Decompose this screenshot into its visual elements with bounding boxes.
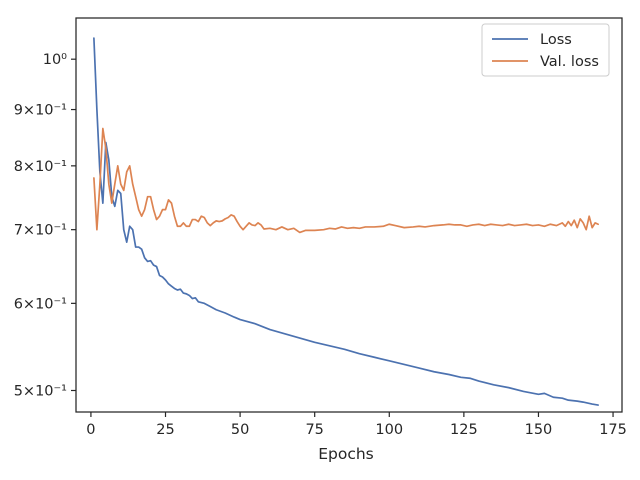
legend-label-loss: Loss bbox=[540, 32, 572, 48]
y-axis: 5×10⁻¹ 6×10⁻¹ 7×10⁻¹ 8×10⁻¹ 9×10⁻¹ 10⁰ bbox=[14, 52, 76, 399]
x-axis: 0 25 50 75 100 125 150 175 bbox=[86, 412, 627, 438]
y-tick-label: 10⁰ bbox=[43, 52, 67, 68]
series-line-loss bbox=[93, 37, 599, 406]
y-tick-label: 7×10⁻¹ bbox=[14, 223, 67, 239]
x-tick-label: 175 bbox=[599, 422, 627, 438]
legend: Loss Val. loss bbox=[481, 23, 610, 77]
x-tick-label: 100 bbox=[375, 422, 403, 438]
legend-label-val-loss: Val. loss bbox=[540, 54, 599, 70]
y-tick-label: 8×10⁻¹ bbox=[14, 159, 67, 175]
x-tick-label: 50 bbox=[231, 422, 249, 438]
x-tick-label: 0 bbox=[86, 422, 95, 438]
x-tick-label: 150 bbox=[525, 422, 553, 438]
legend-box bbox=[481, 23, 610, 77]
series-layer bbox=[93, 37, 599, 406]
x-tick-label: 75 bbox=[305, 422, 323, 438]
x-tick-label: 125 bbox=[450, 422, 478, 438]
y-tick-label: 5×10⁻¹ bbox=[14, 383, 67, 399]
x-axis-label: Epochs bbox=[318, 445, 374, 463]
series-line-val-loss bbox=[93, 127, 599, 234]
x-tick-label: 25 bbox=[156, 422, 174, 438]
plot-area-frame bbox=[75, 17, 623, 413]
y-tick-label: 6×10⁻¹ bbox=[14, 296, 67, 312]
y-tick-label: 9×10⁻¹ bbox=[14, 103, 67, 119]
